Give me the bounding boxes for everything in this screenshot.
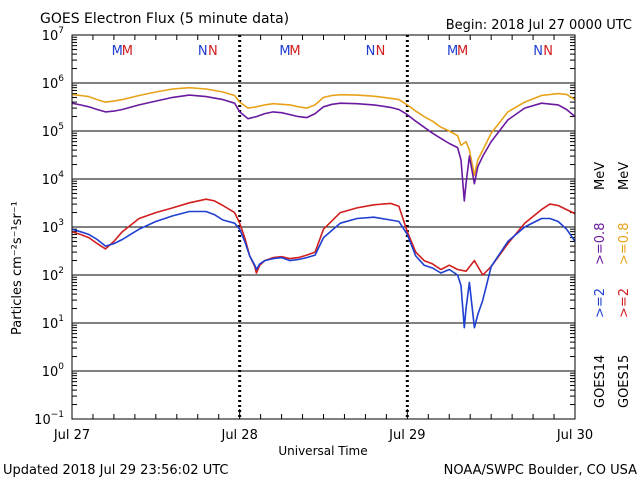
begin-label: Begin: 2018 Jul 27 0000 UTC [446, 18, 632, 33]
grid-lines [72, 35, 575, 419]
y-tick-label-1: 100 [42, 362, 65, 380]
y-axis-label: Particles cm⁻²s⁻¹sr⁻¹ [10, 201, 25, 335]
x-tick-label-3: Jul 30 [556, 428, 593, 443]
series-line-2 [71, 198, 576, 276]
marker-n-7: N [376, 44, 386, 59]
legend-ge08-goes15: >=0.8 [617, 223, 632, 265]
legend-mev-1: MeV [593, 162, 608, 190]
marker-n-6: N [366, 44, 376, 59]
y-tick-label-3: 102 [42, 266, 64, 284]
flux-series [71, 86, 576, 329]
marker-n-11: N [543, 44, 553, 59]
legend-mev-2: MeV [617, 162, 632, 190]
chart-title: GOES Electron Flux (5 minute data) [40, 11, 289, 27]
plot-frame [71, 34, 576, 420]
series-line-3 [71, 210, 576, 329]
legend-ge2-goes15: >=2 [617, 288, 632, 318]
y-tick-label-4: 103 [42, 218, 64, 236]
legend: GOES14 GOES15 >=2 >=2 >=0.8 >=0.8 MeV Me… [593, 162, 632, 408]
legend-goes14: GOES14 [593, 355, 608, 408]
series-line-0 [71, 86, 576, 176]
marker-n-3: N [208, 44, 218, 59]
x-tick-label-1: Jul 28 [220, 428, 257, 443]
series-line-1 [71, 94, 576, 202]
marker-m-8: M [447, 44, 458, 59]
y-tick-label-6: 105 [42, 122, 64, 140]
y-tick-label-2: 101 [42, 314, 64, 332]
y-tick-label-5: 104 [42, 170, 65, 188]
marker-m-9: M [457, 44, 468, 59]
x-tick-label-0: Jul 27 [53, 428, 90, 443]
x-tick-label-2: Jul 29 [388, 428, 425, 443]
marker-n-2: N [198, 44, 208, 59]
marker-m-1: M [122, 44, 133, 59]
legend-goes15: GOES15 [617, 355, 632, 408]
y-axis-ticks: 10−1 100 101 102 103 104 105 106 107 [34, 26, 575, 428]
marker-n-10: N [533, 44, 543, 59]
marker-m-4: M [279, 44, 290, 59]
y-tick-label-7: 106 [42, 74, 65, 92]
legend-ge08-goes14: >=0.8 [593, 223, 608, 265]
marker-m-0: M [112, 44, 123, 59]
updated-timestamp: Updated 2018 Jul 29 23:56:02 UTC [3, 463, 228, 478]
x-axis-ticks: Jul 27 Jul 28 Jul 29 Jul 30 [53, 35, 593, 443]
marker-m-5: M [289, 44, 300, 59]
y-tick-label-0: 10−1 [34, 410, 64, 428]
local-time-markers: MM N N MM N N MM N N [112, 44, 553, 59]
x-axis-label: Universal Time [278, 444, 367, 458]
credit-label: NOAA/SWPC Boulder, CO USA [444, 463, 637, 478]
legend-ge2-goes14: >=2 [593, 288, 608, 318]
y-tick-label-8: 107 [42, 26, 64, 44]
